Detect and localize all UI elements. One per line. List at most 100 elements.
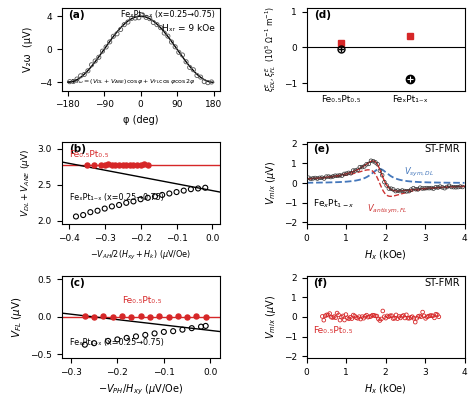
Point bbox=[318, 174, 326, 181]
Point bbox=[122, 162, 130, 168]
Point bbox=[104, 338, 112, 344]
Point bbox=[343, 170, 350, 177]
Point bbox=[430, 185, 438, 192]
Point bbox=[357, 316, 365, 322]
Point bbox=[363, 161, 370, 168]
Point bbox=[394, 316, 401, 322]
X-axis label: $H_x$ (kOe): $H_x$ (kOe) bbox=[364, 249, 407, 262]
Point bbox=[419, 185, 426, 192]
Point bbox=[411, 319, 419, 325]
Point bbox=[160, 329, 168, 335]
Text: Fe₀.₅Pt₀.₅: Fe₀.₅Pt₀.₅ bbox=[313, 326, 352, 336]
Point bbox=[425, 185, 433, 191]
Point bbox=[410, 315, 418, 322]
Point bbox=[202, 323, 210, 329]
Point bbox=[77, 72, 84, 79]
X-axis label: φ (deg): φ (deg) bbox=[123, 115, 158, 125]
Point bbox=[336, 172, 344, 179]
Point bbox=[345, 170, 353, 176]
Point bbox=[146, 16, 154, 22]
Text: Hₓᵣ = 9 kOe: Hₓᵣ = 9 kOe bbox=[162, 25, 215, 33]
Point bbox=[361, 163, 368, 170]
Point bbox=[204, 80, 212, 86]
X-axis label: $-V_{PH}/H_{xy}$ ($\mu$V/Oe): $-V_{PH}/H_{xy}$ ($\mu$V/Oe) bbox=[98, 382, 183, 397]
Point bbox=[432, 184, 439, 191]
Point bbox=[336, 317, 344, 323]
Point bbox=[416, 185, 424, 191]
Point bbox=[73, 76, 81, 82]
Point bbox=[450, 184, 457, 190]
Point bbox=[72, 213, 80, 220]
Point bbox=[369, 312, 376, 318]
Point bbox=[84, 68, 91, 74]
Point bbox=[97, 162, 105, 169]
Point bbox=[394, 187, 401, 194]
Point bbox=[369, 158, 377, 164]
Point bbox=[314, 176, 321, 182]
Point bbox=[348, 316, 356, 322]
Point bbox=[381, 179, 388, 185]
Point bbox=[90, 162, 98, 168]
Point bbox=[91, 58, 99, 64]
Point bbox=[354, 315, 362, 322]
Point bbox=[389, 315, 397, 322]
Point bbox=[137, 162, 145, 168]
Point bbox=[131, 15, 139, 21]
Point bbox=[437, 183, 444, 190]
Text: FeₓPt₁₋ₓ (x=0.25→0.75): FeₓPt₁₋ₓ (x=0.25→0.75) bbox=[121, 10, 215, 20]
Point bbox=[346, 314, 354, 320]
Point bbox=[323, 312, 330, 318]
Point bbox=[356, 314, 363, 320]
Point bbox=[454, 184, 462, 190]
Point bbox=[374, 316, 382, 322]
Point bbox=[325, 174, 332, 180]
Y-axis label: V₂ω  (μV): V₂ω (μV) bbox=[23, 27, 33, 72]
Point bbox=[398, 313, 406, 319]
Point bbox=[385, 314, 392, 320]
Point bbox=[416, 313, 423, 319]
Point bbox=[337, 314, 345, 320]
Point bbox=[358, 314, 366, 320]
Point bbox=[188, 325, 196, 332]
Point bbox=[81, 341, 89, 348]
Text: ST-FMR: ST-FMR bbox=[424, 144, 460, 154]
Point bbox=[367, 313, 375, 320]
Point bbox=[88, 62, 95, 68]
Point bbox=[329, 173, 337, 179]
Point bbox=[187, 186, 195, 192]
Text: (c): (c) bbox=[70, 278, 85, 288]
Point bbox=[354, 167, 361, 173]
Point bbox=[118, 313, 126, 319]
Point bbox=[390, 186, 397, 193]
Point bbox=[383, 182, 391, 189]
Point bbox=[179, 326, 186, 333]
Point bbox=[320, 317, 328, 323]
Point bbox=[112, 162, 119, 169]
Point bbox=[404, 315, 411, 321]
Point bbox=[99, 48, 106, 55]
Point bbox=[401, 315, 409, 321]
Text: (b): (b) bbox=[70, 144, 87, 154]
Point bbox=[193, 72, 201, 79]
Point bbox=[438, 184, 446, 191]
Point bbox=[172, 44, 179, 50]
Point bbox=[87, 209, 94, 215]
Text: Fe₀.₅Pt₀.₅: Fe₀.₅Pt₀.₅ bbox=[70, 150, 109, 159]
Point bbox=[109, 33, 117, 39]
Point bbox=[392, 312, 400, 318]
Point bbox=[151, 330, 158, 337]
Point bbox=[367, 158, 375, 164]
Point bbox=[135, 15, 143, 21]
Point bbox=[332, 314, 339, 321]
Point bbox=[150, 19, 157, 25]
Point bbox=[423, 314, 431, 320]
Point bbox=[392, 188, 400, 194]
Point bbox=[351, 313, 358, 319]
Point bbox=[432, 311, 440, 317]
Point bbox=[201, 78, 208, 85]
Point bbox=[396, 188, 404, 194]
Point bbox=[81, 71, 88, 78]
Point bbox=[100, 313, 107, 319]
Point bbox=[190, 66, 197, 73]
Point bbox=[106, 39, 113, 45]
